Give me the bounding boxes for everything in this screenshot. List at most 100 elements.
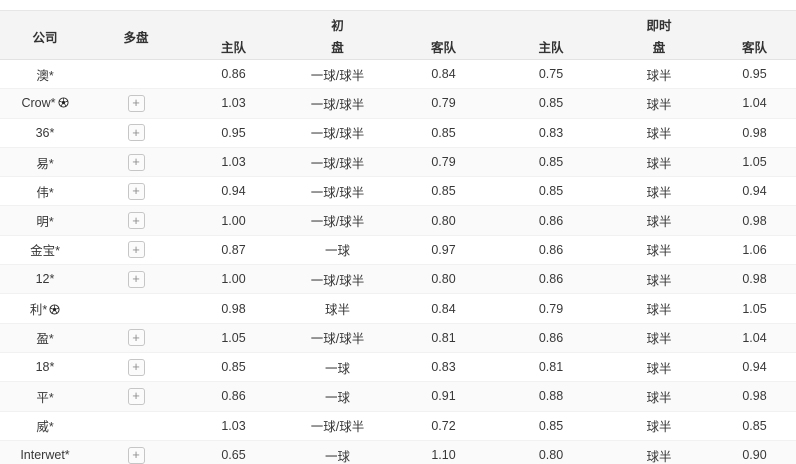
initial-handicap-line: 一球 bbox=[285, 440, 390, 464]
company-name: Interwet* bbox=[20, 448, 70, 462]
group-header-live: 即时 bbox=[605, 10, 713, 36]
live-away-odds: 0.94 bbox=[713, 352, 796, 383]
header-spacer bbox=[497, 10, 605, 36]
live-home-odds: 0.83 bbox=[497, 118, 605, 148]
odds-row: 易* + 1.03 一球/球半 0.79 0.85 球半 1.05 bbox=[0, 147, 796, 178]
multi-cell: + bbox=[90, 235, 182, 266]
initial-handicap-line: 一球/球半 bbox=[285, 147, 390, 178]
header-spacer bbox=[182, 10, 285, 36]
initial-handicap-line: 一球 bbox=[285, 352, 390, 383]
company-name: 18* bbox=[35, 360, 55, 375]
live-handicap-line: 球半 bbox=[605, 264, 713, 295]
multi-cell: + bbox=[90, 205, 182, 236]
expand-more-odds-button[interactable]: + bbox=[127, 241, 145, 259]
live-handicap-line: 球半 bbox=[605, 323, 713, 353]
multi-cell: + bbox=[90, 352, 182, 383]
initial-away-odds: 0.97 bbox=[390, 235, 497, 266]
company-name: 盈* bbox=[36, 332, 54, 347]
company-name: 伟* bbox=[36, 185, 54, 200]
multi-cell: + bbox=[90, 147, 182, 178]
live-handicap-line: 球半 bbox=[605, 118, 713, 148]
company-cell: Interwet* bbox=[0, 440, 90, 464]
initial-away-odds: 0.81 bbox=[390, 323, 497, 353]
live-away-odds: 1.05 bbox=[713, 293, 796, 324]
odds-row: 36* + 0.95 一球/球半 0.85 0.83 球半 0.98 bbox=[0, 118, 796, 148]
company-name: 平* bbox=[36, 390, 54, 405]
company-cell: 利* bbox=[0, 293, 90, 324]
expand-more-odds-button[interactable]: + bbox=[127, 124, 145, 142]
initial-handicap-line: 一球/球半 bbox=[285, 205, 390, 236]
initial-away-odds: 0.84 bbox=[390, 293, 497, 324]
live-handicap-line: 球半 bbox=[605, 235, 713, 266]
col-header-live-handicap: 盘 bbox=[605, 36, 713, 60]
initial-home-odds: 1.00 bbox=[182, 205, 285, 236]
initial-away-odds: 0.91 bbox=[390, 381, 497, 412]
initial-handicap-line: 一球/球半 bbox=[285, 411, 390, 441]
soccer-ball-icon bbox=[49, 304, 60, 315]
col-header-multi: 多盘 bbox=[90, 10, 182, 60]
multi-cell: + bbox=[90, 88, 182, 119]
initial-handicap-line: 球半 bbox=[285, 293, 390, 324]
multi-cell bbox=[90, 411, 182, 441]
company-cell: 金宝* bbox=[0, 235, 90, 266]
expand-more-odds-button[interactable]: + bbox=[127, 446, 145, 464]
odds-row: 盈* + 1.05 一球/球半 0.81 0.86 球半 1.04 bbox=[0, 323, 796, 353]
expand-more-odds-button[interactable]: + bbox=[127, 387, 145, 405]
live-away-odds: 1.04 bbox=[713, 88, 796, 119]
live-home-odds: 0.85 bbox=[497, 176, 605, 207]
initial-away-odds: 1.10 bbox=[390, 440, 497, 464]
initial-away-odds: 0.83 bbox=[390, 352, 497, 383]
initial-handicap-line: 一球/球半 bbox=[285, 59, 390, 90]
odds-row: 金宝* + 0.87 一球 0.97 0.86 球半 1.06 bbox=[0, 235, 796, 266]
company-name: 金宝* bbox=[30, 244, 60, 259]
live-home-odds: 0.80 bbox=[497, 440, 605, 464]
odds-row: 威* 1.03 一球/球半 0.72 0.85 球半 0.85 bbox=[0, 411, 796, 441]
expand-more-odds-button[interactable]: + bbox=[127, 182, 145, 200]
live-away-odds: 0.98 bbox=[713, 381, 796, 412]
initial-away-odds: 0.79 bbox=[390, 147, 497, 178]
odds-row: 平* + 0.86 一球 0.91 0.88 球半 0.98 bbox=[0, 381, 796, 412]
initial-handicap-line: 一球/球半 bbox=[285, 264, 390, 295]
odds-row: 利* 0.98 球半 0.84 0.79 球半 1.05 bbox=[0, 293, 796, 324]
expand-more-odds-button[interactable]: + bbox=[127, 94, 145, 112]
initial-away-odds: 0.80 bbox=[390, 264, 497, 295]
initial-handicap-line: 一球/球半 bbox=[285, 176, 390, 207]
expand-more-odds-button[interactable]: + bbox=[127, 270, 145, 288]
multi-cell: + bbox=[90, 118, 182, 148]
initial-home-odds: 1.03 bbox=[182, 147, 285, 178]
live-home-odds: 0.85 bbox=[497, 88, 605, 119]
group-header-initial: 初 bbox=[285, 10, 390, 36]
col-header-live-away: 客队 bbox=[713, 36, 796, 60]
live-away-odds: 0.98 bbox=[713, 264, 796, 295]
initial-away-odds: 0.72 bbox=[390, 411, 497, 441]
initial-handicap-line: 一球/球半 bbox=[285, 118, 390, 148]
expand-more-odds-button[interactable]: + bbox=[127, 212, 145, 230]
multi-cell: + bbox=[90, 323, 182, 353]
expand-more-odds-button[interactable]: + bbox=[127, 329, 145, 347]
initial-home-odds: 0.87 bbox=[182, 235, 285, 266]
live-home-odds: 0.86 bbox=[497, 323, 605, 353]
initial-away-odds: 0.79 bbox=[390, 88, 497, 119]
initial-away-odds: 0.80 bbox=[390, 205, 497, 236]
live-away-odds: 0.85 bbox=[713, 411, 796, 441]
company-cell: 威* bbox=[0, 411, 90, 441]
multi-cell bbox=[90, 59, 182, 90]
company-name: 明* bbox=[36, 215, 54, 230]
expand-more-odds-button[interactable]: + bbox=[127, 358, 145, 376]
initial-home-odds: 0.85 bbox=[182, 352, 285, 383]
company-name: 易* bbox=[36, 156, 54, 171]
odds-row: 18* + 0.85 一球 0.83 0.81 球半 0.94 bbox=[0, 352, 796, 383]
live-handicap-line: 球半 bbox=[605, 59, 713, 90]
initial-handicap-line: 一球/球半 bbox=[285, 323, 390, 353]
live-home-odds: 0.85 bbox=[497, 147, 605, 178]
live-away-odds: 0.98 bbox=[713, 118, 796, 148]
live-home-odds: 0.75 bbox=[497, 59, 605, 90]
expand-more-odds-button[interactable]: + bbox=[127, 153, 145, 171]
company-name: 12* bbox=[35, 272, 55, 287]
initial-home-odds: 0.94 bbox=[182, 176, 285, 207]
initial-home-odds: 1.00 bbox=[182, 264, 285, 295]
company-cell: 36* bbox=[0, 118, 90, 148]
odds-row: 12* + 1.00 一球/球半 0.80 0.86 球半 0.98 bbox=[0, 264, 796, 295]
live-home-odds: 0.79 bbox=[497, 293, 605, 324]
live-handicap-line: 球半 bbox=[605, 440, 713, 464]
